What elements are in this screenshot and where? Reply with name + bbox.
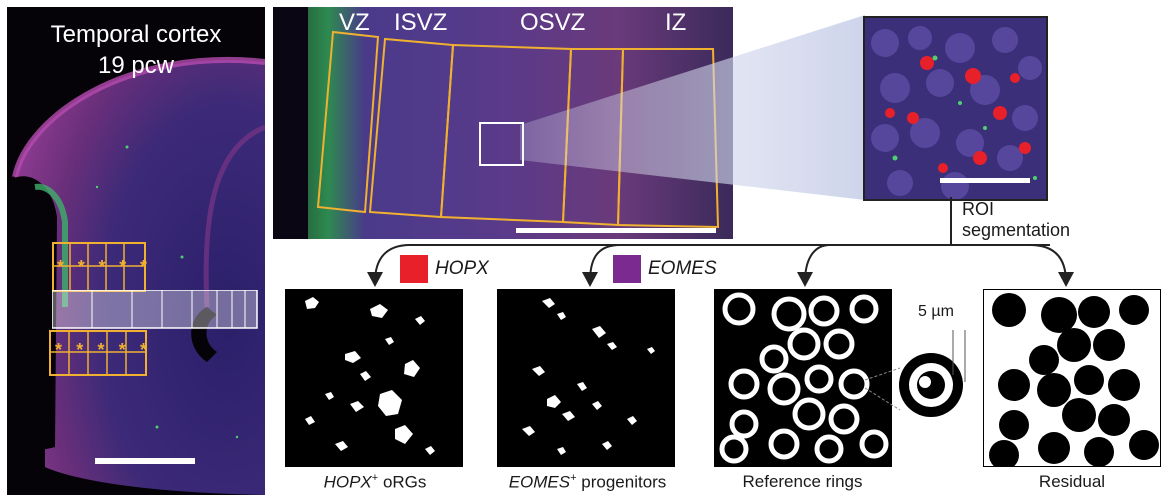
middle-white-grid bbox=[52, 290, 258, 329]
eomes-caption-sup: + bbox=[570, 472, 577, 484]
roi-segmentation-label: ROI segmentation bbox=[962, 199, 1070, 241]
hopx-caption: HOPX+ oRGs bbox=[270, 472, 480, 493]
star-7: * bbox=[76, 340, 84, 360]
hopx-label: HOPX bbox=[435, 258, 489, 279]
zoomed-roi-image bbox=[865, 18, 1046, 199]
zone-vz: VZ bbox=[339, 9, 370, 36]
hopx-swatch bbox=[400, 255, 428, 283]
upper-roi-grid bbox=[52, 242, 146, 292]
star-3: * bbox=[98, 257, 106, 277]
arrow-head-hopx bbox=[367, 272, 383, 287]
hopx-caption-gene: HOPX bbox=[323, 472, 372, 492]
star-4: * bbox=[119, 257, 127, 277]
zoomed-roi-panel bbox=[863, 16, 1048, 201]
star-8: * bbox=[97, 340, 105, 360]
star-1: * bbox=[57, 257, 65, 277]
lower-stars: * * * * * bbox=[55, 340, 147, 361]
panel-title: Temporal cortex 19 pcw bbox=[7, 19, 265, 81]
roi-label-line-2: segmentation bbox=[962, 220, 1071, 240]
temporal-cortex-panel: Temporal cortex 19 pcw * * * * * bbox=[7, 7, 265, 495]
residual-image bbox=[989, 293, 1159, 466]
reference-rings-caption-text: Reference rings bbox=[742, 472, 863, 491]
residual-caption: Residual bbox=[983, 472, 1161, 492]
zone-osvz: OSVZ bbox=[520, 9, 586, 36]
lower-roi-lines bbox=[49, 330, 147, 376]
eomes-swatch bbox=[613, 255, 641, 283]
eomes-caption: EOMES+ progenitors bbox=[475, 472, 700, 493]
title-line-1: Temporal cortex bbox=[50, 21, 222, 48]
temporal-cortex-image bbox=[7, 57, 265, 495]
hopx-caption-sup: + bbox=[371, 472, 379, 484]
star-5: * bbox=[139, 257, 147, 277]
eomes-caption-text: progenitors bbox=[576, 472, 667, 492]
upper-roi-lines bbox=[52, 242, 146, 292]
eomes-mask-image bbox=[522, 298, 655, 455]
eomes-caption-gene: EOMES bbox=[508, 472, 571, 492]
star-9: * bbox=[118, 340, 126, 360]
arrow-head-residual bbox=[1058, 272, 1074, 287]
roi-label-line-1: ROI bbox=[962, 199, 995, 219]
eomes-mask-panel bbox=[497, 289, 675, 467]
upper-stars: * * * * * bbox=[57, 257, 147, 278]
arrow-head-reference bbox=[797, 272, 813, 287]
zoom-wedge bbox=[520, 15, 865, 200]
ring-scale-label: 5 µm bbox=[918, 303, 954, 320]
zone-labels: VZ ISVZ OSVZ IZ bbox=[273, 9, 733, 39]
star-10: * bbox=[139, 340, 147, 360]
hopx-mask-image bbox=[305, 297, 435, 455]
reference-rings-caption: Reference rings bbox=[700, 472, 905, 492]
residual-caption-text: Residual bbox=[1038, 472, 1106, 491]
eomes-label: EOMES bbox=[648, 258, 717, 279]
zone-isvz: ISVZ bbox=[394, 9, 448, 36]
hopx-mask-panel bbox=[285, 289, 463, 467]
ring-inset bbox=[864, 330, 966, 417]
hopx-caption-text: oRGs bbox=[378, 472, 427, 492]
scale-bar bbox=[95, 458, 195, 464]
title-line-2: 19 pcw bbox=[97, 52, 175, 79]
zone-iz: IZ bbox=[665, 9, 687, 36]
arrow-head-eomes bbox=[582, 272, 598, 287]
reference-rings-panel bbox=[714, 289, 892, 467]
residual-panel bbox=[983, 289, 1161, 467]
star-2: * bbox=[77, 257, 85, 277]
star-6: * bbox=[55, 340, 63, 360]
reference-rings-image bbox=[719, 292, 889, 464]
